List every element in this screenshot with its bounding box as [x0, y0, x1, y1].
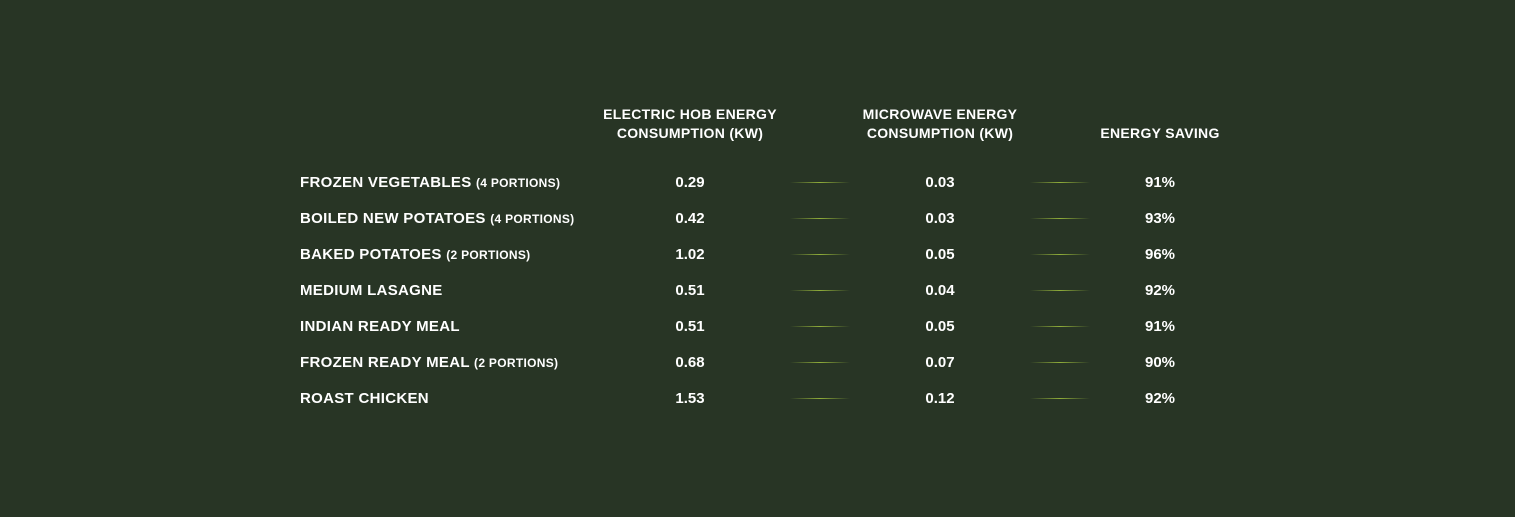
- table-row: FROZEN READY MEAL (2 PORTIONS)0.680.0790…: [300, 345, 1220, 381]
- table-header-row: ELECTRIC HOB ENERGY CONSUMPTION (KW) MIC…: [300, 105, 1220, 143]
- divider-icon: [1020, 398, 1100, 399]
- food-label: MEDIUM LASAGNE: [300, 282, 600, 299]
- divider-icon: [780, 326, 860, 327]
- divider-icon: [1020, 290, 1100, 291]
- divider-icon: [780, 254, 860, 255]
- microwave-value: 0.03: [860, 174, 1020, 191]
- divider-icon: [780, 218, 860, 219]
- saving-value: 90%: [1100, 354, 1220, 371]
- food-portion: (4 PORTIONS): [476, 176, 560, 190]
- divider-icon: [780, 182, 860, 183]
- microwave-value: 0.04: [860, 282, 1020, 299]
- food-name: FROZEN VEGETABLES: [300, 174, 472, 191]
- food-portion: (2 PORTIONS): [446, 248, 530, 262]
- hob-value: 0.68: [600, 354, 780, 371]
- hob-value: 0.51: [600, 282, 780, 299]
- column-header-microwave: MICROWAVE ENERGY CONSUMPTION (KW): [860, 105, 1020, 143]
- saving-value: 92%: [1100, 282, 1220, 299]
- table-row: INDIAN READY MEAL 0.51 0.05 91%: [300, 309, 1220, 345]
- microwave-value: 0.07: [860, 354, 1020, 371]
- food-name: FROZEN READY MEAL: [300, 354, 470, 371]
- food-label: FROZEN VEGETABLES (4 PORTIONS): [300, 174, 600, 191]
- saving-value: 93%: [1100, 210, 1220, 227]
- food-name: BAKED POTATOES: [300, 246, 442, 263]
- hob-value: 0.51: [600, 318, 780, 335]
- food-label: ROAST CHICKEN: [300, 390, 600, 407]
- food-label: INDIAN READY MEAL: [300, 318, 600, 335]
- divider-icon: [1020, 326, 1100, 327]
- saving-value: 92%: [1100, 390, 1220, 407]
- table-row: FROZEN VEGETABLES (4 PORTIONS)0.290.0391…: [300, 165, 1220, 201]
- food-portion: (4 PORTIONS): [490, 212, 574, 226]
- microwave-value: 0.05: [860, 246, 1020, 263]
- saving-value: 91%: [1100, 318, 1220, 335]
- microwave-value: 0.12: [860, 390, 1020, 407]
- divider-icon: [1020, 362, 1100, 363]
- column-header-hob: ELECTRIC HOB ENERGY CONSUMPTION (KW): [600, 105, 780, 143]
- saving-value: 96%: [1100, 246, 1220, 263]
- food-name: ROAST CHICKEN: [300, 390, 429, 407]
- microwave-value: 0.05: [860, 318, 1020, 335]
- food-label: BAKED POTATOES (2 PORTIONS): [300, 246, 600, 263]
- divider-icon: [780, 398, 860, 399]
- hob-value: 1.53: [600, 390, 780, 407]
- table-row: BAKED POTATOES (2 PORTIONS)1.020.0596%: [300, 237, 1220, 273]
- food-name: INDIAN READY MEAL: [300, 318, 460, 335]
- food-name: BOILED NEW POTATOES: [300, 210, 486, 227]
- hob-value: 0.42: [600, 210, 780, 227]
- divider-icon: [1020, 254, 1100, 255]
- divider-icon: [1020, 182, 1100, 183]
- food-name: MEDIUM LASAGNE: [300, 282, 443, 299]
- food-label: BOILED NEW POTATOES (4 PORTIONS): [300, 210, 600, 227]
- divider-icon: [780, 290, 860, 291]
- food-label: FROZEN READY MEAL (2 PORTIONS): [300, 354, 600, 371]
- hob-value: 1.02: [600, 246, 780, 263]
- energy-comparison-table: ELECTRIC HOB ENERGY CONSUMPTION (KW) MIC…: [300, 105, 1220, 417]
- table-row: BOILED NEW POTATOES (4 PORTIONS)0.420.03…: [300, 201, 1220, 237]
- divider-icon: [780, 362, 860, 363]
- table-row: ROAST CHICKEN 1.53 0.12 92%: [300, 381, 1220, 417]
- microwave-value: 0.03: [860, 210, 1020, 227]
- food-portion: (2 PORTIONS): [474, 356, 558, 370]
- hob-value: 0.29: [600, 174, 780, 191]
- divider-icon: [1020, 218, 1100, 219]
- saving-value: 91%: [1100, 174, 1220, 191]
- table-row: MEDIUM LASAGNE 0.51 0.04 92%: [300, 273, 1220, 309]
- column-header-saving: ENERGY SAVING: [1100, 124, 1220, 143]
